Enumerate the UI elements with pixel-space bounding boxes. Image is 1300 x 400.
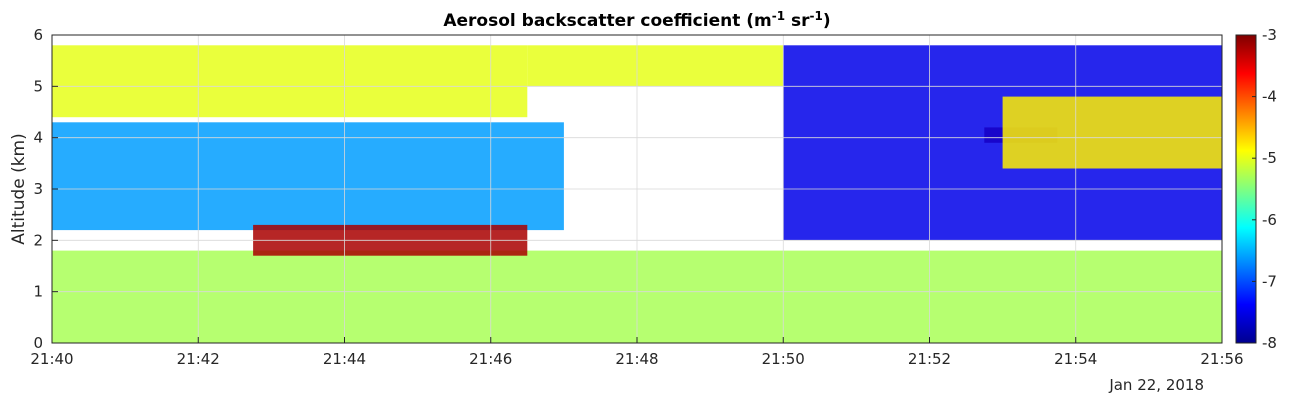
chart-title: Aerosol backscatter coefficient (m-1 sr-… [443, 9, 830, 31]
colorbar-scale [1235, 34, 1257, 344]
x-tick-label: 21:56 [1200, 350, 1243, 368]
y-tick-label: 1 [33, 283, 43, 301]
y-tick-label: 6 [33, 26, 43, 44]
heatmap-cell [52, 45, 528, 118]
plot-area [51, 34, 1223, 344]
colorbar-tick-label: -6 [1262, 211, 1277, 229]
date-label: Jan 22, 2018 [1108, 376, 1204, 394]
x-tick-label: 21:42 [177, 350, 220, 368]
x-tick-label: 21:48 [615, 350, 658, 368]
y-tick-label: 5 [33, 77, 43, 95]
colorbar-ticks: -3 -4 -5 -6 -7 -8 [1252, 26, 1277, 352]
y-tick-label: 3 [33, 180, 43, 198]
heatmap-cell [52, 122, 564, 231]
x-tick-label: 21:40 [30, 350, 73, 368]
y-axis-label: Altitude (km) [9, 133, 29, 245]
y-axis: 0 1 2 3 4 5 6 [33, 26, 58, 352]
x-tick-label: 21:52 [908, 350, 951, 368]
x-tick-label: 21:50 [762, 350, 805, 368]
colorbar: -3 -4 -5 -6 -7 -8 [1235, 26, 1277, 352]
x-tick-label: 21:54 [1054, 350, 1097, 368]
y-tick-label: 4 [33, 129, 43, 147]
colorbar-tick-label: -5 [1262, 149, 1277, 167]
heatmap-cell [1002, 96, 1222, 169]
y-tick-label: 2 [33, 231, 43, 249]
colorbar-tick-label: -3 [1262, 26, 1277, 44]
colorbar-tick-label: -8 [1262, 334, 1277, 352]
x-axis: 21:40 21:42 21:44 21:46 21:48 21:50 21:52 21:54… [30, 337, 1244, 368]
colorbar-tick-label: -4 [1262, 88, 1277, 106]
heatmap-cell [527, 45, 784, 87]
y-tick-label: 0 [33, 334, 43, 352]
x-tick-label: 21:44 [323, 350, 366, 368]
colorbar-tick-label: -7 [1262, 272, 1277, 290]
x-tick-label: 21:46 [469, 350, 512, 368]
